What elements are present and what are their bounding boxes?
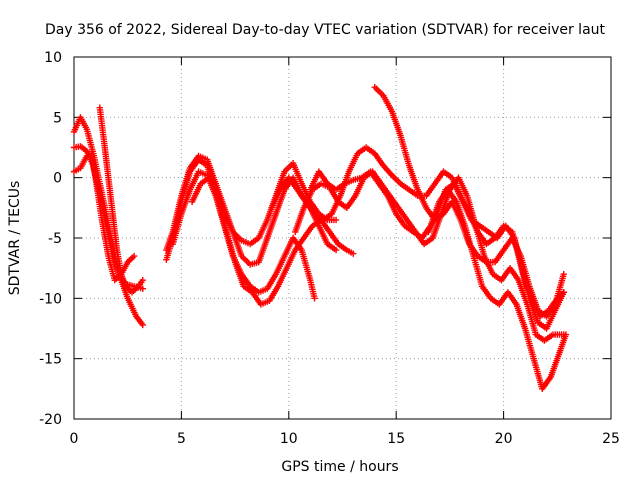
data-point-marker <box>332 246 340 254</box>
x-tick-label: 20 <box>495 431 513 447</box>
y-tick-label: 5 <box>53 110 62 126</box>
data-point-marker <box>332 216 340 224</box>
x-axis-label: GPS time / hours <box>281 459 398 475</box>
data-point-marker <box>139 285 146 292</box>
grid <box>74 57 611 419</box>
x-tick-label: 5 <box>177 431 186 447</box>
data-marks <box>70 83 570 393</box>
data-point-marker <box>130 252 138 260</box>
data-point-marker <box>350 250 357 257</box>
y-tick-label: 0 <box>53 171 62 187</box>
x-tick-label: 15 <box>387 431 405 447</box>
y-axis-label: SDTVAR / TECUs <box>7 181 23 296</box>
x-tick-label: 0 <box>70 431 79 447</box>
y-tick-label: -15 <box>39 352 62 368</box>
y-tick-labels: -20 -15 -10 -5 0 5 10 <box>39 50 62 428</box>
x-tick-label: 10 <box>280 431 298 447</box>
series-track-8 <box>188 174 357 308</box>
data-point-marker <box>562 331 570 338</box>
x-tick-label: 25 <box>602 431 620 447</box>
series-track-4 <box>96 104 146 296</box>
y-tick-label: -5 <box>48 231 62 247</box>
series-track-13 <box>425 180 567 320</box>
y-tick-label: 10 <box>44 50 62 66</box>
data-point-marker <box>560 289 567 296</box>
data-point-marker <box>311 295 318 302</box>
series-track-3 <box>70 150 138 284</box>
axis-ticks <box>73 56 612 420</box>
x-tick-labels: 0 5 10 15 20 25 <box>70 431 620 447</box>
data-point-marker <box>560 271 567 278</box>
data-point-marker <box>139 321 146 329</box>
y-tick-label: -10 <box>39 291 62 307</box>
y-tick-label: -20 <box>39 412 62 428</box>
chart-title: Day 356 of 2022, Sidereal Day-to-day VTE… <box>45 22 606 38</box>
data-point-marker <box>139 277 146 284</box>
